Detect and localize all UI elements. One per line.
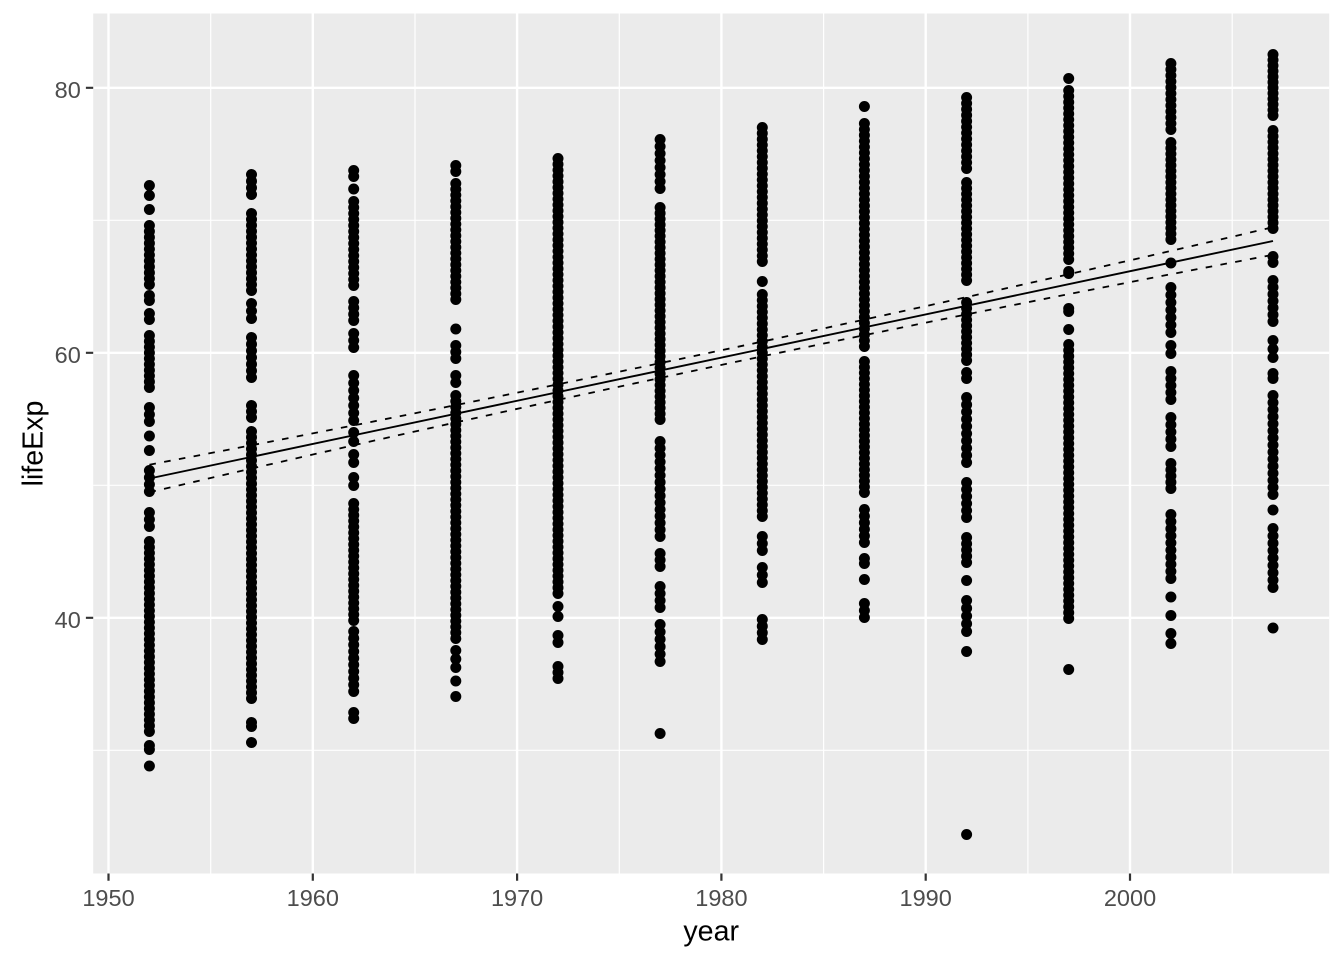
svg-text:1990: 1990 xyxy=(900,885,952,911)
svg-text:40: 40 xyxy=(55,607,81,633)
svg-text:60: 60 xyxy=(55,342,81,368)
svg-text:year: year xyxy=(683,916,739,948)
svg-text:2000: 2000 xyxy=(1104,885,1156,911)
svg-text:1960: 1960 xyxy=(287,885,339,911)
svg-text:lifeExp: lifeExp xyxy=(17,401,49,487)
svg-text:1980: 1980 xyxy=(695,885,747,911)
svg-text:1950: 1950 xyxy=(82,885,134,911)
svg-text:1970: 1970 xyxy=(491,885,543,911)
svg-text:80: 80 xyxy=(55,77,81,103)
